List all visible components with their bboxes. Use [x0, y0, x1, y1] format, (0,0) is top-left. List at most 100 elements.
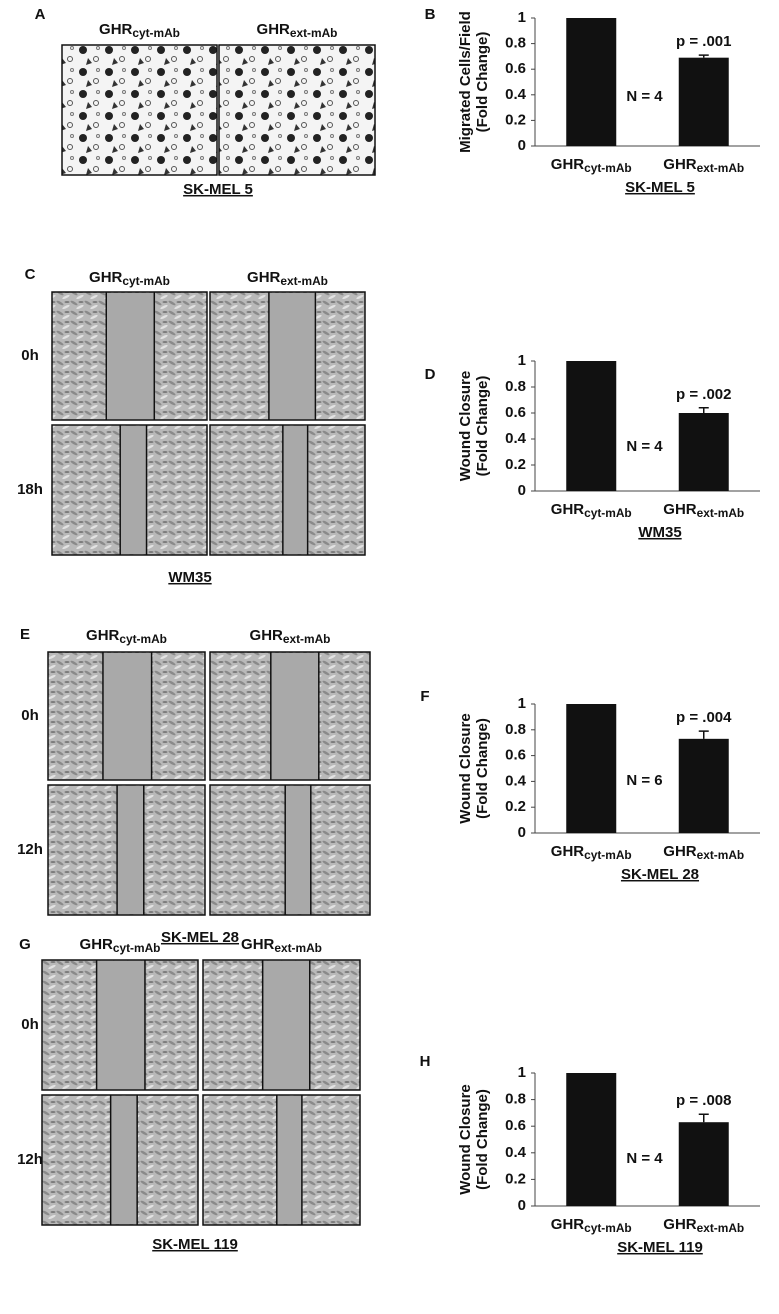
panel-letter: F — [420, 688, 429, 705]
wound-gap — [102, 653, 152, 779]
y-tick-label: 0.2 — [505, 456, 526, 473]
wound-gap — [96, 961, 145, 1089]
column-header: GHRcyt-mAb — [80, 936, 161, 955]
y-tick-label: 0.4 — [505, 86, 527, 103]
y-tick-label: 0.6 — [505, 1117, 526, 1134]
label-subscript: cyt-mAb — [584, 161, 632, 175]
y-axis-label: (Fold Change) — [474, 1089, 491, 1190]
x-tick-label: GHRcyt-mAb — [551, 843, 632, 862]
x-tick-label: GHRext-mAb — [663, 1216, 744, 1235]
label-main: GHR — [80, 936, 114, 953]
y-tick-label: 0.6 — [505, 747, 526, 764]
y-tick-label: 0.6 — [505, 60, 526, 77]
bar — [678, 413, 729, 491]
wound-gap — [268, 293, 316, 419]
x-tick-label: GHRcyt-mAb — [551, 156, 632, 175]
column-header: GHRext-mAb — [250, 627, 331, 646]
label-subscript: cyt-mAb — [584, 1221, 632, 1235]
row-label: 18h — [17, 481, 43, 498]
label-subscript: ext-mAb — [697, 161, 745, 175]
panel-letter: B — [425, 6, 436, 23]
y-tick-label: 0 — [518, 137, 526, 154]
chart-title: SK-MEL 119 — [617, 1239, 703, 1256]
label-main: GHR — [551, 1216, 585, 1233]
y-axis-label: (Fold Change) — [474, 32, 491, 133]
panel-letter: G — [19, 936, 31, 953]
y-tick-label: 0.4 — [505, 430, 527, 447]
wound-gap — [282, 426, 308, 554]
y-tick-label: 1 — [518, 9, 526, 26]
y-tick-label: 0.2 — [505, 798, 526, 815]
panel-letter: H — [420, 1053, 431, 1070]
y-tick-label: 0.4 — [505, 1144, 527, 1161]
n-label: N = 4 — [626, 438, 663, 455]
row-label: 12h — [17, 1151, 43, 1168]
label-subscript: ext-mAb — [274, 941, 322, 955]
label-main: GHR — [551, 843, 585, 860]
label-main: GHR — [663, 1216, 697, 1233]
y-axis-label: Wound Closure — [457, 713, 474, 824]
label-subscript: cyt-mAb — [584, 506, 632, 520]
y-axis-label: Wound Closure — [457, 1084, 474, 1195]
y-tick-label: 0.4 — [505, 772, 527, 789]
bar — [678, 738, 729, 833]
label-main: GHR — [250, 627, 284, 644]
cell-line-label: SK-MEL 119 — [152, 1236, 238, 1253]
y-axis-label: Migrated Cells/Field — [457, 11, 474, 153]
p-value-label: p = .001 — [676, 33, 731, 50]
y-tick-label: 0.2 — [505, 111, 526, 128]
wound-gap — [285, 786, 311, 914]
y-tick-label: 0.8 — [505, 721, 526, 738]
label-subscript: ext-mAb — [290, 26, 338, 40]
x-tick-label: GHRcyt-mAb — [551, 1216, 632, 1235]
wound-gap — [276, 1096, 302, 1224]
label-subscript: cyt-mAb — [584, 848, 632, 862]
row-label: 12h — [17, 841, 43, 858]
y-tick-label: 0.8 — [505, 378, 526, 395]
bar — [566, 1073, 617, 1206]
panel-letter: A — [35, 6, 46, 23]
error-bar — [698, 730, 709, 739]
label-subscript: cyt-mAb — [119, 632, 167, 646]
label-main: GHR — [663, 501, 697, 518]
y-tick-label: 0.8 — [505, 35, 526, 52]
wound-gap — [270, 653, 319, 779]
label-subscript: ext-mAb — [283, 632, 331, 646]
cell-line-label: SK-MEL 28 — [161, 929, 239, 946]
wound-gap — [117, 786, 144, 914]
label-main: GHR — [551, 156, 585, 173]
chart-title: SK-MEL 28 — [621, 866, 699, 883]
column-header: GHRcyt-mAb — [86, 627, 167, 646]
y-tick-label: 0 — [518, 1197, 526, 1214]
panel-letter: E — [20, 626, 30, 643]
y-tick-label: 1 — [518, 1064, 526, 1081]
cell-line-label: SK-MEL 5 — [183, 181, 253, 198]
wound-gap — [262, 961, 310, 1089]
row-label: 0h — [21, 1016, 39, 1033]
bar — [566, 704, 617, 833]
x-tick-label: GHRext-mAb — [663, 501, 744, 520]
bar — [566, 18, 617, 146]
error-bar — [698, 54, 709, 58]
label-main: GHR — [247, 269, 281, 286]
bar — [566, 361, 617, 491]
column-header: GHRext-mAb — [241, 936, 322, 955]
label-subscript: cyt-mAb — [122, 274, 170, 288]
micrograph — [218, 44, 376, 176]
label-main: GHR — [89, 269, 123, 286]
column-header: GHRcyt-mAb — [89, 269, 170, 288]
cell-line-label: WM35 — [168, 569, 211, 586]
chart-title: WM35 — [638, 524, 681, 541]
y-axis-label: Wound Closure — [457, 371, 474, 482]
wound-gap — [120, 426, 147, 554]
y-axis-label: (Fold Change) — [474, 376, 491, 477]
error-bar — [698, 407, 709, 413]
y-tick-label: 0.6 — [505, 404, 526, 421]
label-subscript: ext-mAb — [280, 274, 328, 288]
bar — [678, 57, 729, 146]
label-subscript: ext-mAb — [697, 848, 745, 862]
y-tick-label: 0.2 — [505, 1170, 526, 1187]
p-value-label: p = .002 — [676, 386, 731, 403]
y-tick-label: 1 — [518, 352, 526, 369]
